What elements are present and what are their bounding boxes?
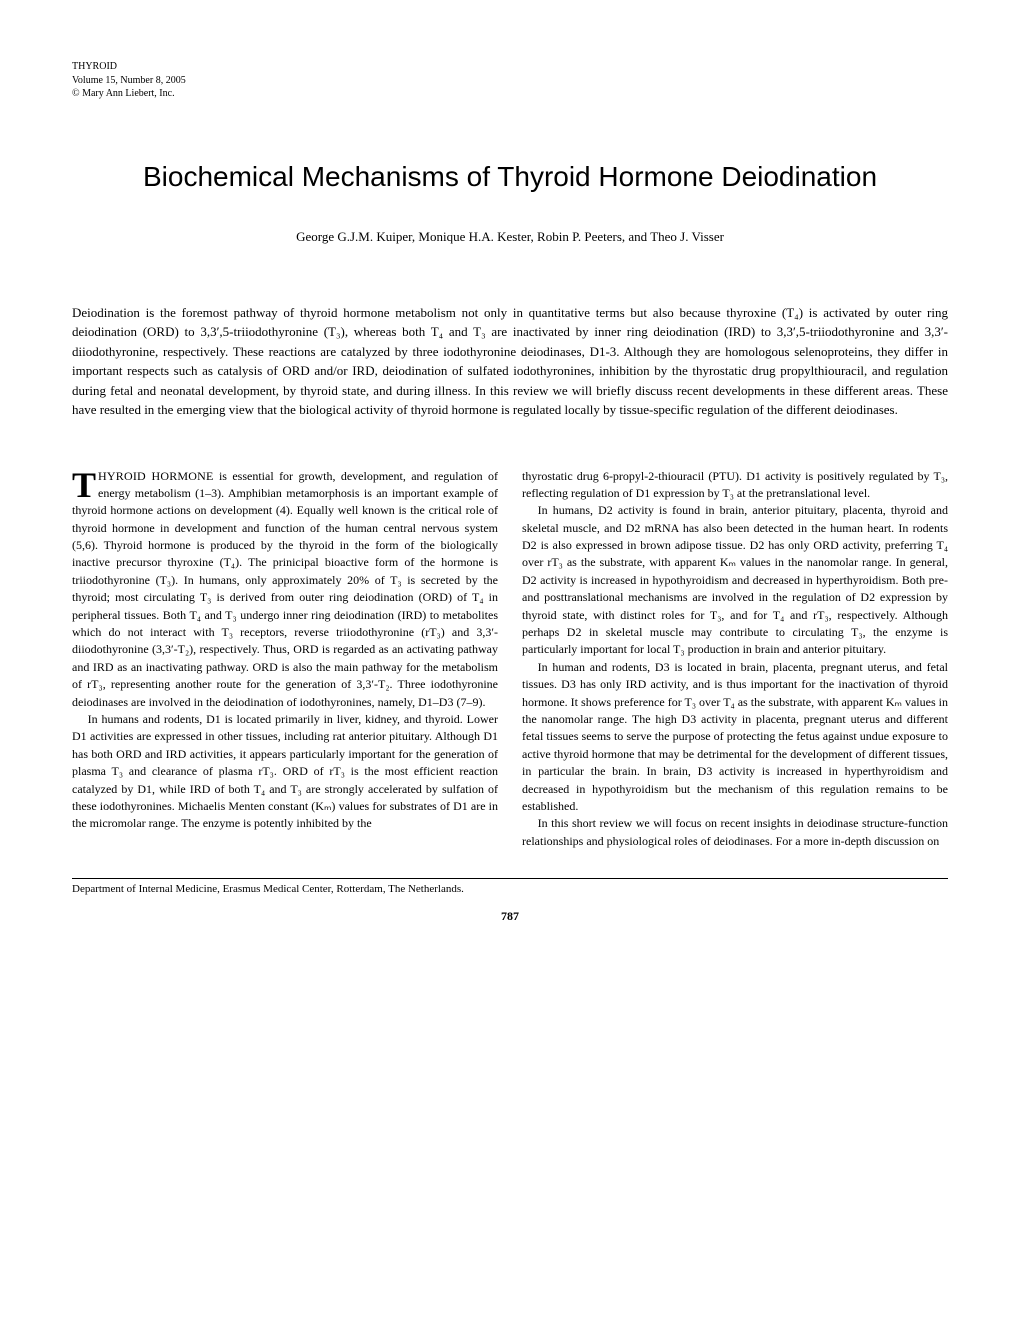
body-p1: THYROID HORMONE is essential for growth,… [72, 468, 498, 711]
dropcap: T [72, 468, 98, 500]
column-right: thyrostatic drug 6-propyl-2-thiouracil (… [522, 468, 948, 851]
abstract: Deiodination is the foremost pathway of … [72, 303, 948, 420]
body-p6: In this short review we will focus on re… [522, 815, 948, 850]
affiliation: Department of Internal Medicine, Erasmus… [72, 883, 948, 895]
p1-rest: is essential for growth, development, an… [72, 469, 498, 709]
body-p4: In humans, D2 activity is found in brain… [522, 502, 948, 659]
journal-volume: Volume 15, Number 8, 2005 [72, 74, 948, 88]
article-title: Biochemical Mechanisms of Thyroid Hormon… [72, 161, 948, 193]
body-p2: In humans and rodents, D1 is located pri… [72, 711, 498, 833]
body-p3: thyrostatic drug 6-propyl-2-thiouracil (… [522, 468, 948, 503]
body-columns: THYROID HORMONE is essential for growth,… [72, 468, 948, 851]
authors: George G.J.M. Kuiper, Monique H.A. Keste… [72, 229, 948, 245]
body-p5: In human and rodents, D3 is located in b… [522, 659, 948, 816]
journal-name: THYROID [72, 60, 948, 74]
column-left: THYROID HORMONE is essential for growth,… [72, 468, 498, 851]
lead-smallcaps: HYROID HORMONE [98, 469, 214, 483]
page-number: 787 [72, 909, 948, 924]
footer-rule [72, 878, 948, 879]
journal-copyright: © Mary Ann Liebert, Inc. [72, 87, 948, 101]
journal-header: THYROID Volume 15, Number 8, 2005 © Mary… [72, 60, 948, 101]
